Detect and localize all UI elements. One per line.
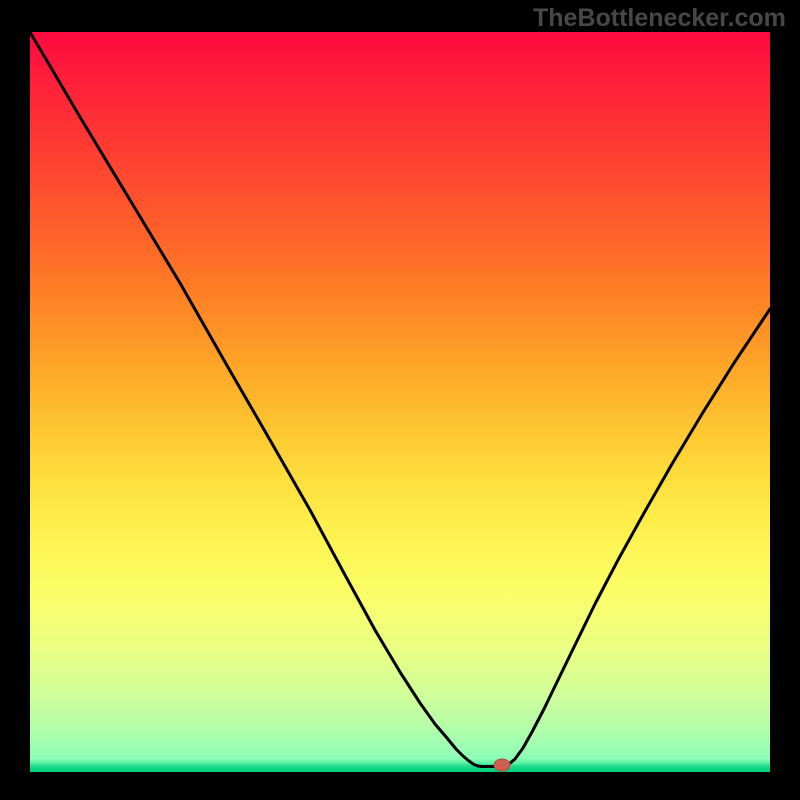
optimal-point-marker [494,759,510,771]
curve-path [30,32,770,767]
watermark-text: TheBottlenecker.com [533,4,786,33]
bottleneck-curve [0,0,800,800]
